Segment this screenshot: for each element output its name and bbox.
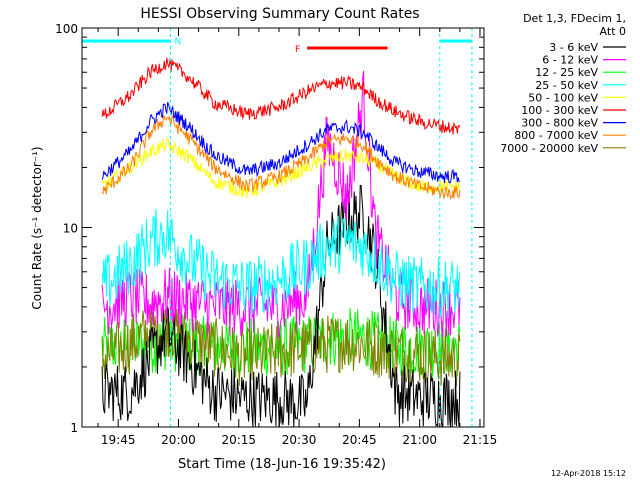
y-tick-label: 10 <box>63 222 78 236</box>
x-tick-label: 20:15 <box>221 433 256 447</box>
x-axis-label: Start Time (18-Jun-16 19:35:42) <box>178 457 386 472</box>
series-line <box>101 57 461 135</box>
x-axis: 19:45 20:00 20:15 20:30 20:45 21:00 21:15 <box>97 28 498 447</box>
legend-label: 3 - 6 keV <box>549 41 598 54</box>
series-6to12keV <box>101 70 461 338</box>
legend-label: 800 - 7000 keV <box>514 129 598 142</box>
night-flag-label: N <box>174 37 181 47</box>
y-axis-label: Count Rate (s⁻¹ detector⁻¹) <box>30 146 44 309</box>
legend-label: 100 - 300 keV <box>521 104 598 117</box>
x-tick-label: 21:00 <box>402 433 437 447</box>
x-tick-label: 20:45 <box>342 433 377 447</box>
legend-label: 6 - 12 keV <box>542 54 598 67</box>
series-300to800keV <box>101 102 460 184</box>
x-tick-label: 20:30 <box>282 433 317 447</box>
series-3to6keV <box>101 184 461 427</box>
series-line <box>101 184 461 427</box>
y-tick-label: 1 <box>70 421 78 435</box>
annotations: NF <box>82 28 473 427</box>
plot-area: NF <box>82 28 473 427</box>
series-25to50keV <box>101 208 461 318</box>
legend-label: 50 - 100 keV <box>528 91 598 104</box>
legend-label: 7000 - 20000 keV <box>500 142 598 155</box>
x-tick-label: 20:00 <box>161 433 196 447</box>
series-line <box>101 70 461 338</box>
flare-flag-label: F <box>295 45 300 55</box>
x-tick-label: 19:45 <box>101 433 136 447</box>
series-line <box>101 115 461 201</box>
series-800to7000keV <box>101 115 461 201</box>
y-axis: 1 10 100 <box>55 22 484 435</box>
series-line <box>101 102 460 184</box>
legend-label: 12 - 25 keV <box>535 66 598 79</box>
series-100to300keV <box>101 57 461 135</box>
y-tick-label: 100 <box>55 22 78 36</box>
legend-header-line1: Det 1,3, FDecim 1, <box>523 12 626 25</box>
legend-label: 25 - 50 keV <box>535 79 598 92</box>
chart-title: HESSI Observing Summary Count Rates <box>140 6 419 22</box>
x-tick-label: 21:15 <box>463 433 498 447</box>
legend-header-line2: Att 0 <box>600 25 626 38</box>
series-line <box>101 208 461 318</box>
legend-label: 300 - 800 keV <box>521 117 598 130</box>
timestamp: 12-Apr-2018 15:12 <box>551 469 626 478</box>
